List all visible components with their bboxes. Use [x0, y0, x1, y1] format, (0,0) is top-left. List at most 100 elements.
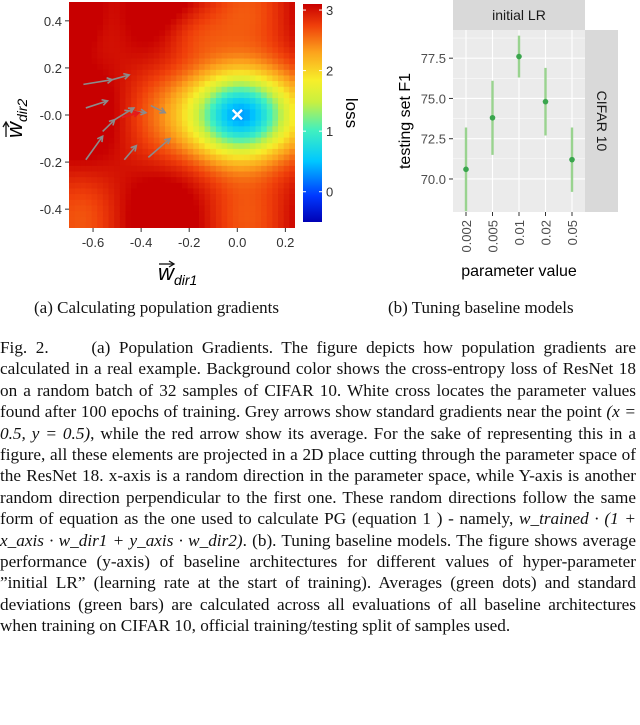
heatmap-cell: [261, 35, 268, 43]
heatmap-cell: [148, 211, 155, 218]
heatmap-cell: [204, 188, 211, 195]
heatmap-cell: [80, 13, 87, 20]
x-axis-title-sub: dir1: [174, 272, 197, 288]
heatmap-cell: [278, 41, 285, 48]
heatmap-cell: [153, 98, 160, 105]
heatmap-cell: [244, 52, 251, 60]
heatmap-cell: [215, 171, 223, 178]
heatmap-cell: [215, 115, 223, 122]
heatmap-cell: [232, 211, 240, 218]
x-tick-label: 0.05: [565, 220, 580, 245]
heatmap-cell: [69, 103, 76, 110]
heatmap-cell: [91, 154, 98, 161]
heatmap-cell: [80, 109, 87, 116]
heatmap-cell: [153, 154, 160, 161]
heatmap-cell: [131, 137, 138, 144]
mean-point: [489, 114, 496, 121]
heatmap-cell: [69, 131, 76, 139]
heatmap-cell: [159, 194, 166, 201]
heatmap-cell: [215, 126, 223, 133]
heatmap-cell: [210, 182, 217, 190]
heatmap-cell: [283, 13, 290, 20]
heatmap-cell: [204, 194, 211, 201]
grey-gradient-arrow-head: [127, 107, 136, 114]
heatmap-cell: [80, 47, 87, 54]
heatmap-cell: [187, 103, 194, 110]
heatmap-cell: [283, 216, 290, 223]
heatmap-cell: [74, 171, 81, 178]
heatmap-cell: [85, 92, 93, 99]
heatmap-cell: [108, 154, 115, 161]
heatmap-cell: [261, 92, 268, 99]
heatmap-cell: [249, 154, 257, 161]
heatmap-cell: [249, 81, 257, 88]
heatmap-cell: [165, 211, 172, 218]
heatmap-cell: [249, 177, 257, 184]
heatmap-cell: [221, 18, 228, 26]
heatmap-cell: [221, 120, 228, 127]
heatmap-cell: [97, 182, 104, 190]
heatmap-cell: [170, 216, 177, 223]
heatmap-cell: [85, 64, 93, 71]
heatmap-cell: [198, 160, 206, 167]
heatmap-cell: [266, 24, 273, 31]
heatmap-cell: [221, 131, 228, 139]
heatmap-cell: [238, 86, 245, 93]
heatmap-cell: [221, 137, 228, 144]
grey-gradient-arrow-head: [101, 98, 110, 106]
heatmap-cell: [249, 131, 257, 139]
heatmap-cell: [142, 182, 149, 190]
heatmap-cell: [193, 52, 200, 60]
heatmap-cell: [204, 120, 211, 127]
heatmap-cell: [255, 30, 262, 37]
heatmap-cell: [283, 137, 290, 144]
heatmap-cell: [232, 64, 240, 71]
heatmap-cell: [289, 205, 295, 212]
heatmap-cell: [261, 143, 268, 150]
heatmap-cell: [261, 58, 268, 65]
heatmap-cell: [238, 18, 245, 26]
heatmap-cell: [182, 81, 189, 88]
heatmap-cell: [170, 52, 177, 60]
heatmap-cell: [176, 41, 183, 48]
heatmap-cell: [182, 148, 189, 156]
heatmap-cell: [125, 188, 132, 195]
heatmap-cell: [69, 92, 76, 99]
heatmap-cell: [102, 120, 110, 127]
heatmap-cell: [148, 194, 155, 201]
heatmap-cell: [119, 103, 127, 110]
heatmap-cell: [148, 222, 155, 228]
heatmap-cell: [204, 18, 211, 26]
heatmap-cell: [74, 35, 81, 43]
heatmap-cell: [210, 75, 217, 82]
heatmap-cell: [215, 154, 223, 161]
heatmap-cell: [221, 64, 228, 71]
grey-gradient-arrow-head: [123, 72, 131, 80]
heatmap-cell: [204, 222, 211, 228]
heatmap-cell: [244, 35, 251, 43]
heatmap-cell: [193, 2, 200, 9]
heatmap-cell: [114, 30, 121, 37]
heatmap-cell: [244, 64, 251, 71]
heatmap-cell: [204, 154, 211, 161]
heatmap-cell: [80, 131, 87, 139]
heatmap-cell: [85, 115, 93, 122]
x-tick-label: 0.002: [459, 220, 474, 253]
heatmap-cell: [232, 194, 240, 201]
heatmap-cell: [244, 47, 251, 54]
heatmap-cell: [182, 171, 189, 178]
heatmap-cell: [215, 211, 223, 218]
heatmap-cell: [289, 75, 295, 82]
heatmap-cell: [198, 75, 206, 82]
heatmap-cell: [221, 211, 228, 218]
heatmap-cell: [148, 69, 155, 77]
heatmap-cell: [170, 81, 177, 88]
heatmap-cell: [215, 41, 223, 48]
heatmap-cell: [289, 120, 295, 127]
heatmap-cell: [69, 35, 76, 43]
y-tick-label: 72.5: [421, 132, 446, 147]
heatmap-cell: [187, 18, 194, 26]
heatmap-cell: [119, 160, 127, 167]
heatmap-cell: [153, 143, 160, 150]
heatmap-cell: [227, 131, 234, 139]
